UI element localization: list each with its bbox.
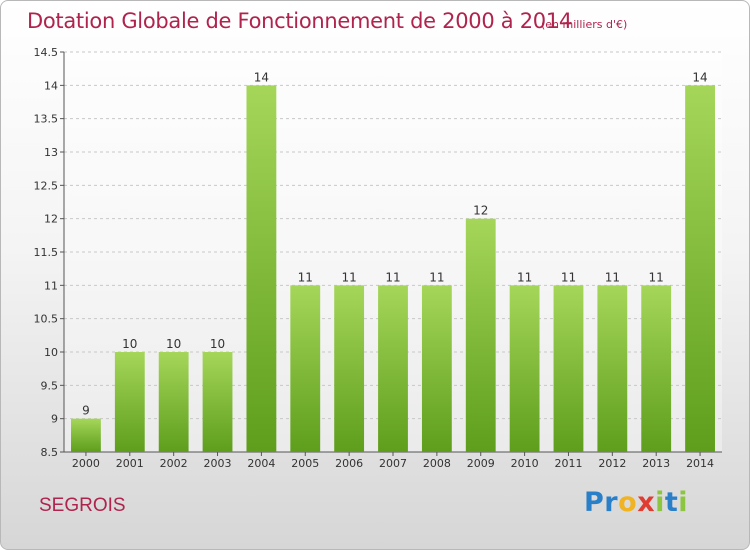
x-tick-label: 2012 [598, 457, 626, 470]
x-tick-label: 2011 [554, 457, 582, 470]
x-tick-label: 2008 [423, 457, 451, 470]
data-label: 9 [82, 404, 90, 418]
data-label: 11 [341, 270, 356, 284]
data-label: 11 [298, 270, 313, 284]
logo-letter: t [664, 487, 679, 518]
data-label: 11 [649, 270, 664, 284]
data-label: 11 [429, 270, 444, 284]
y-tick-label: 13 [44, 146, 58, 159]
proxiti-logo[interactable]: Proxiti [584, 487, 688, 518]
y-tick-label: 9.5 [41, 379, 59, 392]
x-tick-label: 2005 [291, 457, 319, 470]
bar [509, 285, 540, 452]
x-tick-label: 2007 [379, 457, 407, 470]
logo-letter: P [584, 487, 605, 518]
bar [597, 285, 628, 452]
bar [246, 85, 277, 452]
bar [641, 285, 672, 452]
x-tick-label: 2002 [160, 457, 188, 470]
bar [685, 85, 715, 452]
bar [421, 285, 452, 452]
bar [71, 418, 101, 452]
data-label: 10 [166, 337, 181, 351]
bar [202, 352, 233, 452]
bar [290, 285, 321, 452]
chart-subtitle: (en milliers d'€) [541, 18, 628, 31]
bar [158, 352, 189, 452]
data-label: 10 [122, 337, 137, 351]
y-tick-label: 9 [51, 413, 58, 426]
x-tick-label: 2000 [72, 457, 100, 470]
y-tick-label: 11.5 [34, 246, 59, 259]
x-tick-label: 2003 [204, 457, 232, 470]
chart-title: Dotation Globale de Fonctionnement de 20… [27, 9, 572, 33]
y-tick-label: 12.5 [34, 179, 59, 192]
y-tick-label: 12 [44, 213, 58, 226]
x-tick-label: 2013 [642, 457, 670, 470]
y-tick-label: 14.5 [34, 46, 59, 59]
bar [553, 285, 584, 452]
data-label: 11 [605, 270, 620, 284]
bar [114, 352, 145, 452]
data-label: 10 [210, 337, 225, 351]
logo-letter: x [637, 487, 656, 518]
logo-letter: i [678, 487, 689, 518]
data-label: 11 [561, 270, 576, 284]
logo-letter: r [604, 487, 619, 518]
data-label: 14 [254, 70, 269, 84]
data-label: 12 [473, 204, 488, 218]
y-tick-label: 11 [44, 279, 58, 292]
y-tick-label: 10.5 [34, 313, 59, 326]
data-label: 14 [692, 70, 707, 84]
logo-letter: o [618, 487, 638, 518]
x-tick-label: 2010 [511, 457, 539, 470]
x-tick-label: 2004 [247, 457, 275, 470]
bar [334, 285, 365, 452]
data-label: 11 [385, 270, 400, 284]
y-tick-label: 14 [44, 79, 58, 92]
x-tick-label: 2006 [335, 457, 363, 470]
y-tick-label: 10 [44, 346, 58, 359]
x-tick-label: 2001 [116, 457, 144, 470]
data-label: 11 [517, 270, 532, 284]
logo-letter: i [655, 487, 665, 518]
x-tick-label: 2009 [467, 457, 495, 470]
x-tick-label: 2014 [686, 457, 714, 470]
bar [378, 285, 408, 452]
commune-name: SEGROIS [39, 495, 126, 516]
bar [465, 218, 496, 452]
y-tick-label: 13.5 [34, 113, 59, 126]
y-tick-label: 8.5 [41, 446, 59, 459]
